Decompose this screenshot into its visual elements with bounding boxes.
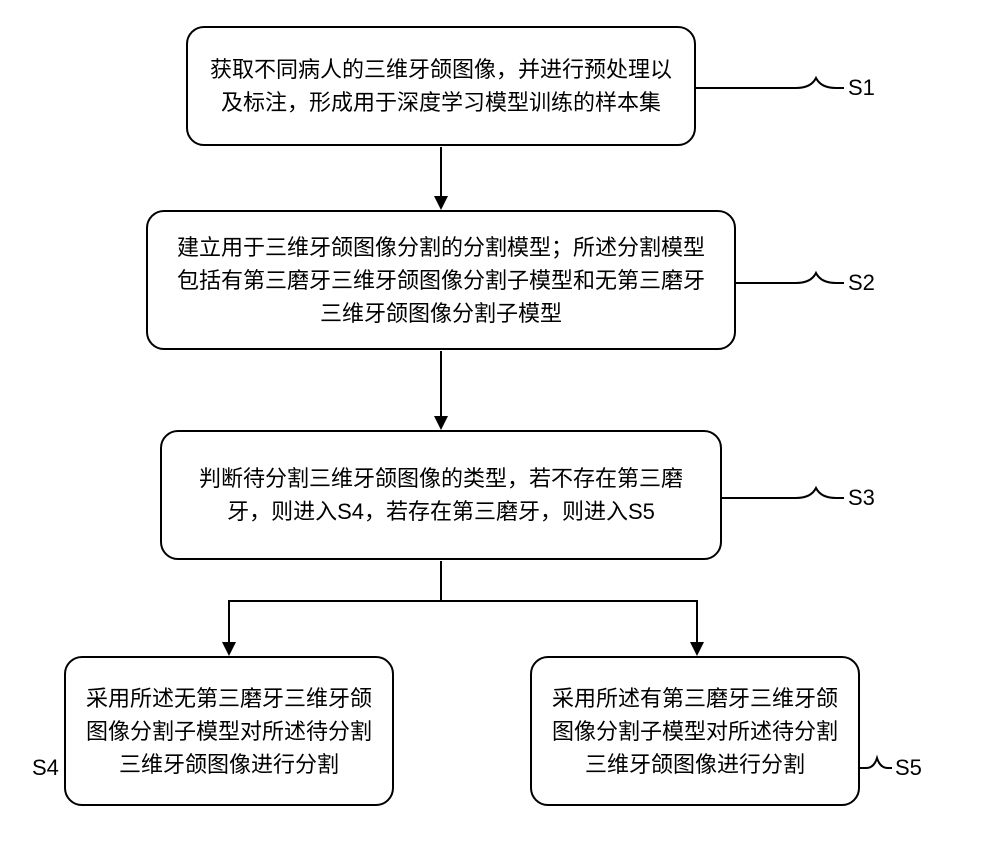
arrow-s3-s5-head [690, 642, 704, 656]
node-s3-label: S3 [848, 485, 875, 511]
flowchart-container: 获取不同病人的三维牙颌图像，并进行预处理以及标注，形成用于深度学习模型训练的样本… [0, 0, 1000, 842]
arrow-s1-s2-head [434, 196, 448, 210]
node-s5-label: S5 [895, 755, 922, 781]
connector-s5 [860, 754, 894, 782]
flowchart-node-s1: 获取不同病人的三维牙颌图像，并进行预处理以及标注，形成用于深度学习模型训练的样本… [186, 26, 696, 146]
arrow-s1-s2-line [440, 147, 442, 197]
arrow-s2-s3-line [440, 351, 442, 417]
flowchart-node-s3: 判断待分割三维牙颌图像的类型，若不存在第三磨牙，则进入S4，若存在第三磨牙，则进… [160, 430, 722, 560]
arrow-s3-split-down [440, 561, 442, 601]
node-s4-label: S4 [32, 755, 59, 781]
arrow-s3-split-horiz [228, 600, 698, 602]
flowchart-node-s2: 建立用于三维牙颌图像分割的分割模型；所述分割模型包括有第三磨牙三维牙颌图像分割子… [146, 210, 736, 350]
node-s2-label: S2 [848, 270, 875, 296]
node-s3-text: 判断待分割三维牙颌图像的类型，若不存在第三磨牙，则进入S4，若存在第三磨牙，则进… [182, 462, 700, 528]
arrow-s3-s4-head [222, 642, 236, 656]
node-s5-text: 采用所述有第三磨牙三维牙颌图像分割子模型对所述待分割三维牙颌图像进行分割 [552, 682, 838, 781]
node-s4-text: 采用所述无第三磨牙三维牙颌图像分割子模型对所述待分割三维牙颌图像进行分割 [86, 682, 372, 781]
arrow-s3-s5-line [696, 600, 698, 643]
flowchart-node-s4: 采用所述无第三磨牙三维牙颌图像分割子模型对所述待分割三维牙颌图像进行分割 [64, 656, 394, 806]
node-s1-label: S1 [848, 75, 875, 101]
arrow-s3-s4-line [228, 600, 230, 643]
connector-s3 [722, 484, 846, 512]
node-s1-text: 获取不同病人的三维牙颌图像，并进行预处理以及标注，形成用于深度学习模型训练的样本… [208, 53, 674, 119]
node-s2-text: 建立用于三维牙颌图像分割的分割模型；所述分割模型包括有第三磨牙三维牙颌图像分割子… [168, 231, 714, 330]
flowchart-node-s5: 采用所述有第三磨牙三维牙颌图像分割子模型对所述待分割三维牙颌图像进行分割 [530, 656, 860, 806]
arrow-s2-s3-head [434, 416, 448, 430]
connector-s2 [736, 269, 846, 297]
connector-s1 [696, 74, 846, 102]
